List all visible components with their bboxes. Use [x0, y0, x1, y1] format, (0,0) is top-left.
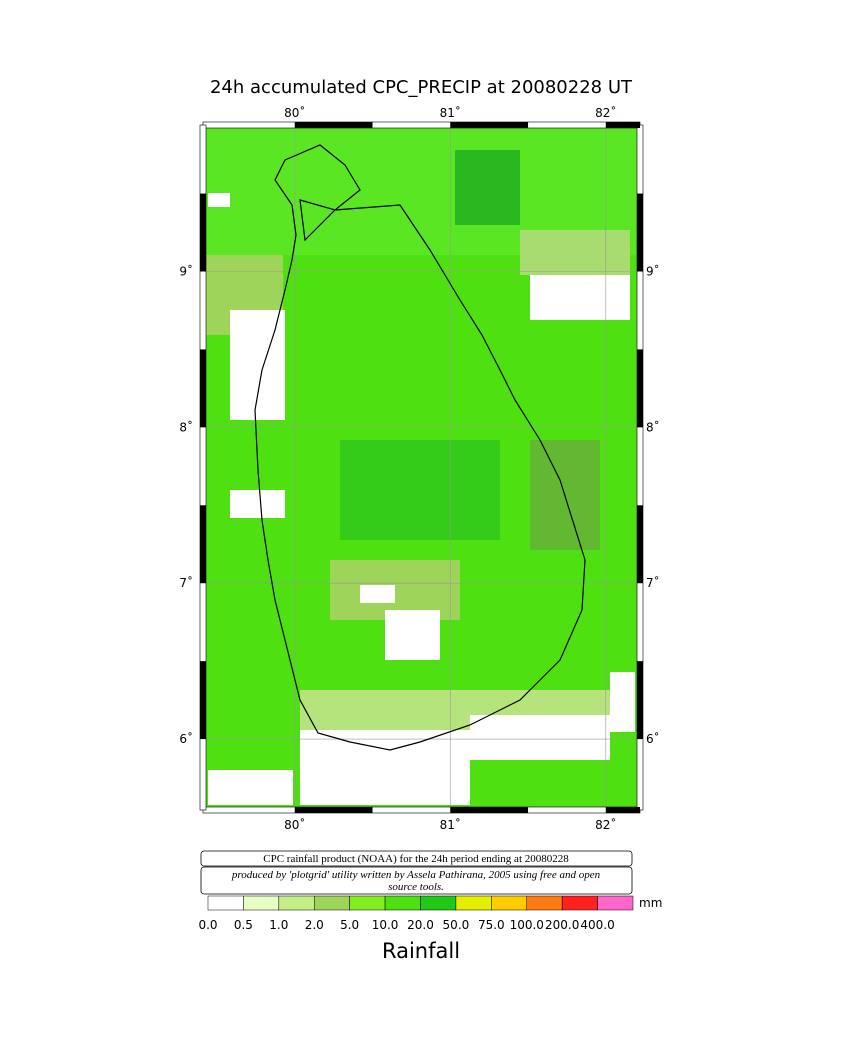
lat-label: 7˚ [646, 575, 660, 590]
lat-label: 6˚ [646, 731, 660, 746]
unit: mm [639, 896, 662, 910]
lat-label: 8˚ [179, 419, 193, 434]
colorbar-swatch [526, 895, 563, 911]
frame-bar [637, 505, 643, 584]
frame-bar [202, 806, 641, 814]
frame-bar [637, 193, 643, 272]
colorbar-label: 20.0 [407, 918, 434, 932]
colorbar-swatch [597, 895, 634, 911]
note: produced by 'plotgrid' utility written b… [231, 869, 601, 881]
colorbar-label: 50.0 [443, 918, 470, 932]
frame-bar [199, 124, 207, 811]
frame-bar [200, 193, 206, 272]
frame-bar [200, 349, 206, 428]
frame-bar [637, 349, 643, 428]
colorbar-swatch [455, 895, 492, 911]
colorbar-label: 2.0 [305, 918, 324, 932]
frame-bar [200, 661, 206, 740]
colorbar-label: 400.0 [580, 918, 614, 932]
lat-label: 6˚ [179, 731, 193, 746]
colorbar-swatch [491, 895, 528, 911]
frame-bar [450, 122, 529, 128]
colorbar-swatch [243, 895, 280, 911]
colorbar-swatch [207, 895, 244, 911]
frame-bar [200, 505, 206, 584]
lat-label: 9˚ [179, 264, 193, 279]
colorbar-label: 1.0 [269, 918, 288, 932]
colorbar-label: 200.0 [545, 918, 579, 932]
frame-bar [294, 807, 373, 813]
colorbar-label: 100.0 [510, 918, 544, 932]
map-title: 24h accumulated CPC_PRECIP at 20080228 U… [210, 77, 633, 98]
frame-bar [450, 807, 529, 813]
lon-label: 82˚ [595, 817, 616, 832]
lon-label: 80˚ [284, 105, 305, 120]
colorbar-label: 0.0 [198, 918, 217, 932]
frame-bar [637, 661, 643, 740]
rainfall-field [203, 125, 640, 810]
frame-bar [294, 122, 373, 128]
coastline [254, 144, 586, 751]
colorbar-title: Rainfall [382, 939, 460, 963]
colorbar-swatch [314, 895, 350, 911]
lon-label: 81˚ [440, 105, 461, 120]
frame-bar [605, 122, 640, 128]
colorbar-swatch [561, 895, 598, 911]
lat-label: 9˚ [646, 264, 660, 279]
note: source tools. [388, 881, 444, 893]
colorbar-swatch [384, 895, 421, 911]
lat-label: 7˚ [179, 575, 193, 590]
colorbar-label: 10.0 [372, 918, 399, 932]
colorbar-label: 75.0 [478, 918, 505, 932]
frame-bar [605, 807, 640, 813]
frame-ticks [199, 121, 644, 814]
colorbar-swatch [278, 895, 315, 911]
lon-label: 80˚ [284, 817, 305, 832]
lat-label: 8˚ [646, 419, 660, 434]
colorbar-label: 0.5 [234, 918, 253, 932]
colorbar: 0.0 0.5 1.0 2.0 5.0 10.0 20.0 50.0 75.0 100.0 200.… [198, 895, 634, 932]
credit-box: CPC rainfall product (NOAA) for the 24h … [200, 850, 633, 895]
colorbar-swatch [349, 895, 386, 911]
note: CPC rainfall product (NOAA) for the 24h … [263, 853, 569, 865]
colorbar-swatch [420, 895, 457, 911]
frame-bar [202, 121, 641, 129]
lon-label: 82˚ [595, 105, 616, 120]
colorbar-label: 5.0 [340, 918, 359, 932]
lon-label: 81˚ [440, 817, 461, 832]
